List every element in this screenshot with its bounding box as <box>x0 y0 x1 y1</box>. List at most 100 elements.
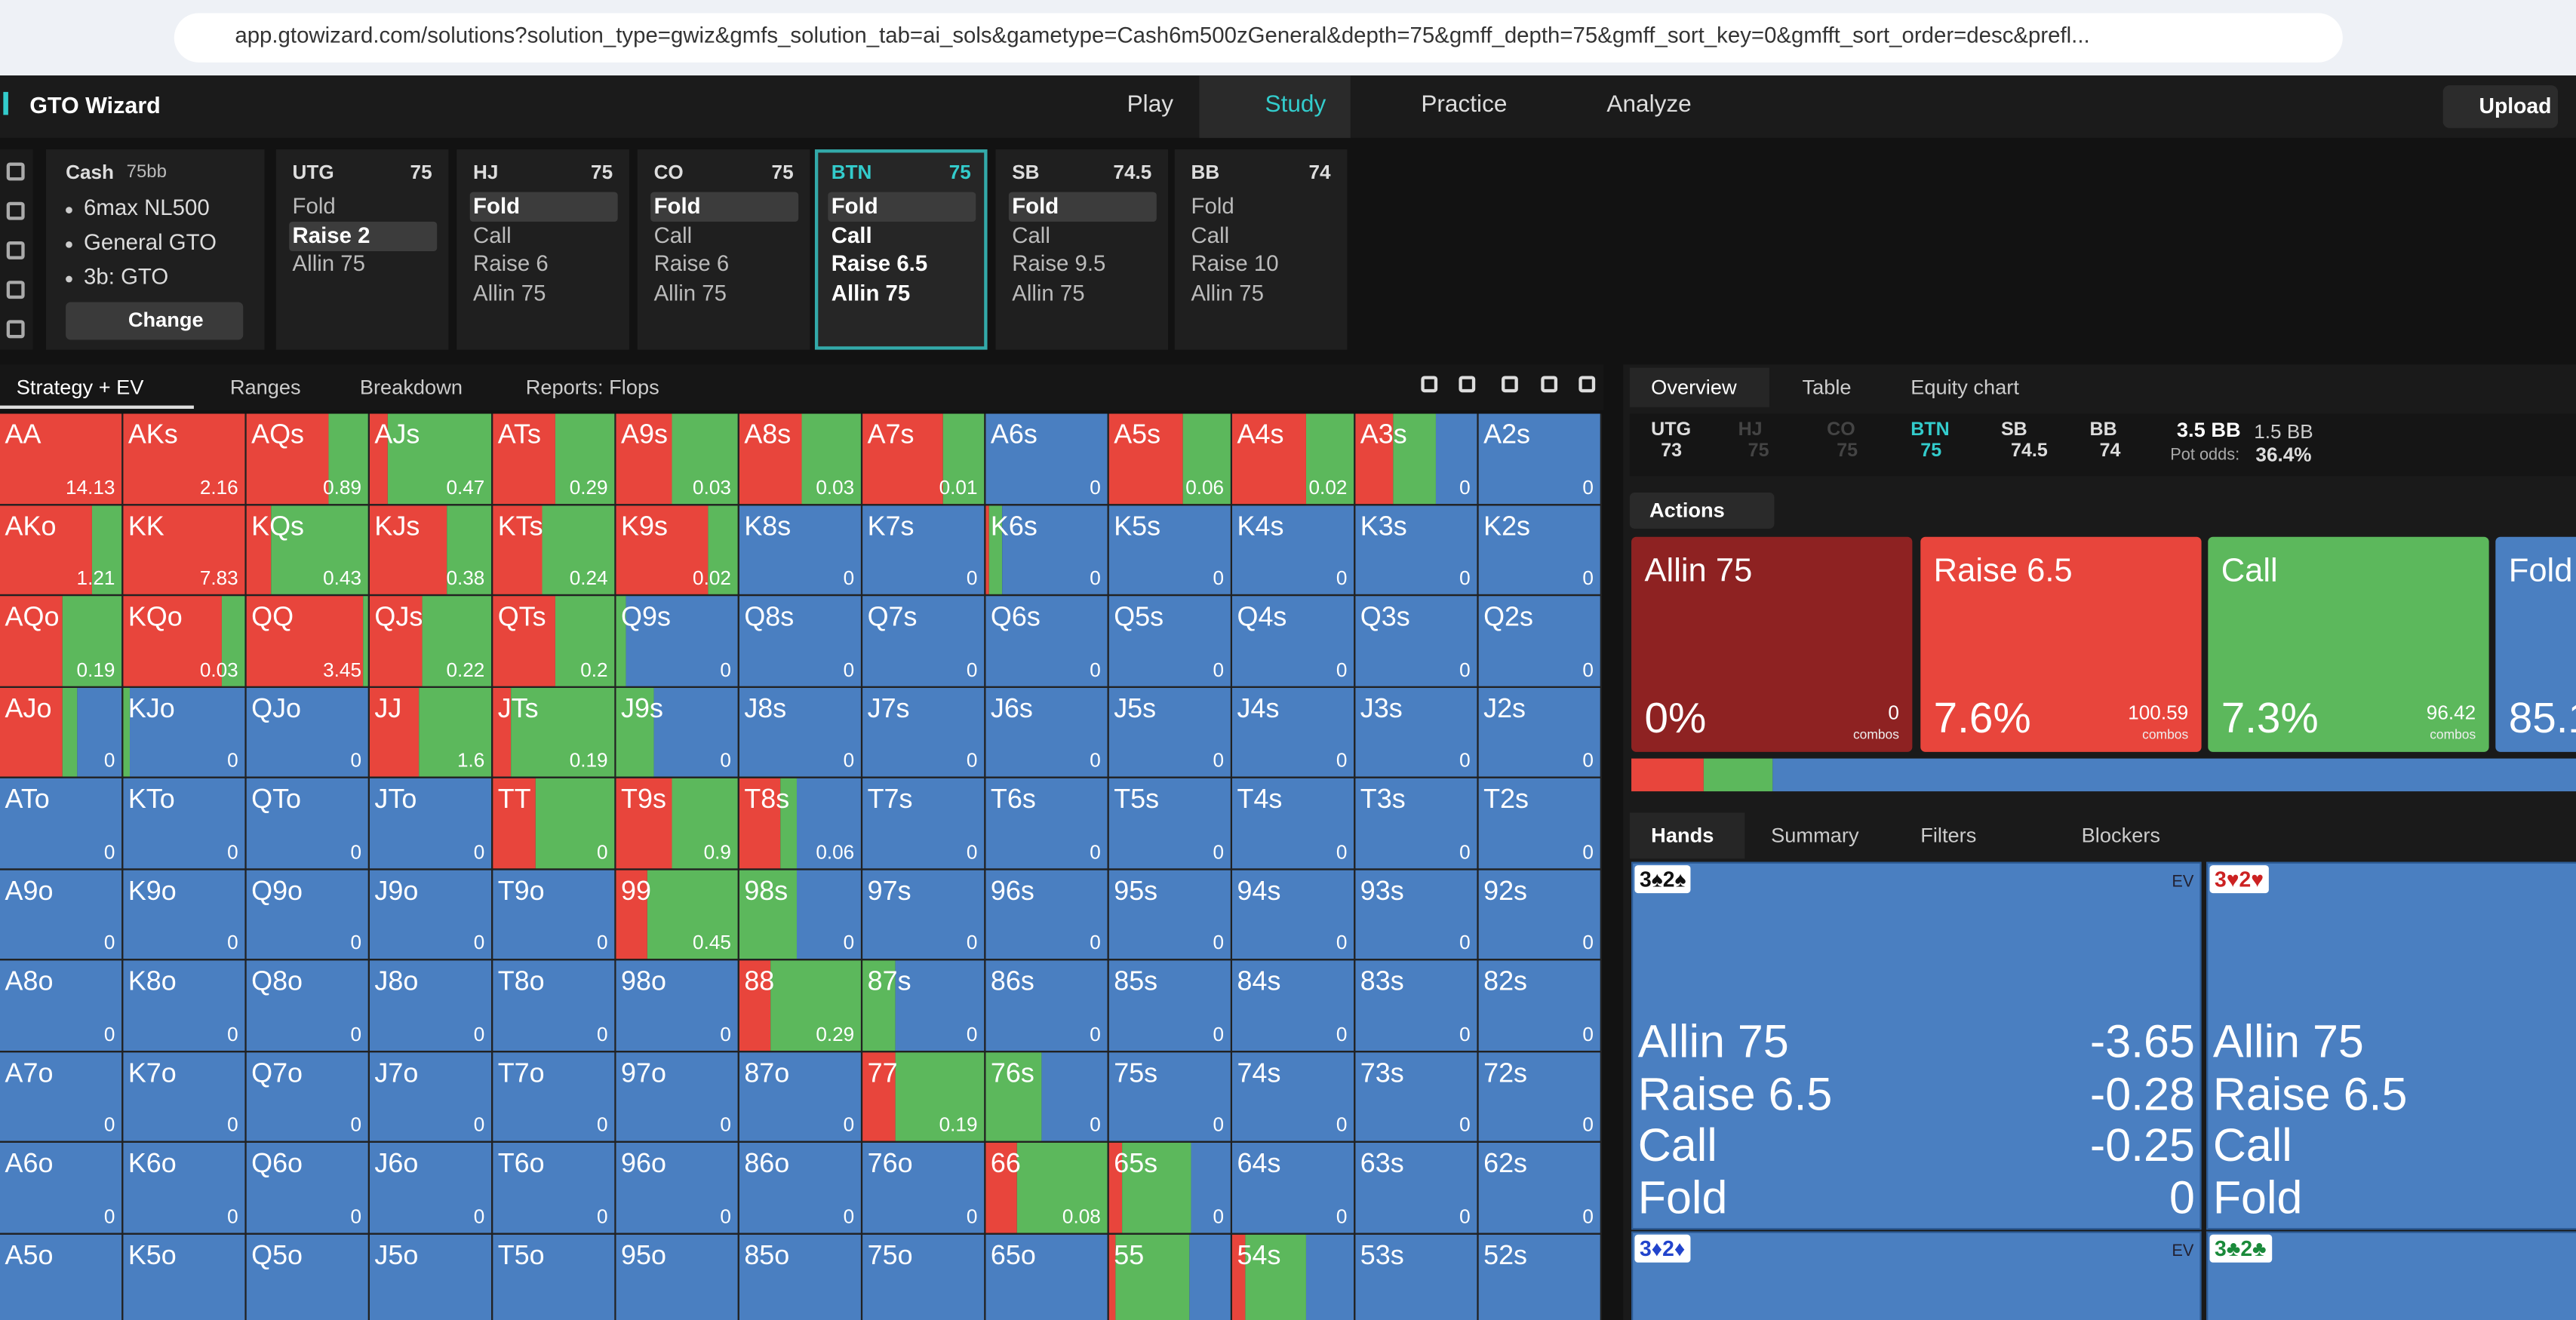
sidebar-icon[interactable] <box>6 162 25 181</box>
hand-cell[interactable]: 93s 0 <box>1355 869 1479 961</box>
grid-tab[interactable]: Ranges <box>229 376 301 399</box>
view-icon[interactable] <box>1578 376 1596 393</box>
hand-cell[interactable]: JJ 1.6 <box>369 686 493 778</box>
hand-cell[interactable]: ATo 0 <box>0 778 124 870</box>
position-action[interactable]: Call <box>831 223 872 247</box>
position-action[interactable]: Fold <box>1191 193 1234 219</box>
position-action[interactable]: Raise 6.5 <box>831 251 928 277</box>
hand-cell[interactable]: J5o <box>369 1233 493 1320</box>
position-action[interactable]: Fold <box>653 193 701 219</box>
hand-cell[interactable]: 53s <box>1355 1233 1479 1320</box>
hand-cell[interactable]: Q5o <box>246 1233 370 1320</box>
hand-cell[interactable]: A7s 0.01 <box>862 413 986 505</box>
hand-cell[interactable]: K8s 0 <box>739 505 863 597</box>
hand-cell[interactable]: K8o 0 <box>123 960 247 1052</box>
hand-cell[interactable]: K9s 0.02 <box>616 505 739 597</box>
position-action[interactable]: Raise 6 <box>653 251 730 277</box>
right-tab[interactable]: Overview <box>1651 376 1737 399</box>
hand-cell[interactable]: 75s 0 <box>1108 1051 1232 1143</box>
position-card[interactable] <box>637 149 810 350</box>
position-action[interactable]: Call <box>653 223 693 247</box>
sidebar-icon[interactable] <box>6 320 25 339</box>
hand-cell[interactable]: A9o 0 <box>0 869 124 961</box>
hand-cell[interactable]: 65o <box>985 1233 1109 1320</box>
hand-cell[interactable]: T6o 0 <box>493 1142 616 1234</box>
hand-cell[interactable]: 96o 0 <box>616 1142 739 1234</box>
hand-cell[interactable]: 99 0.45 <box>616 869 739 961</box>
right-tab[interactable]: Table <box>1802 376 1852 399</box>
hand-cell[interactable]: AA 14.13 <box>0 413 124 505</box>
hand-cell[interactable]: AKs 2.16 <box>123 413 247 505</box>
hand-cell[interactable]: 73s 0 <box>1355 1051 1479 1143</box>
hand-cell[interactable]: 63s 0 <box>1355 1142 1479 1234</box>
hand-cell[interactable]: A7o 0 <box>0 1051 124 1143</box>
hand-cell[interactable]: KJs 0.38 <box>369 505 493 597</box>
hand-cell[interactable]: A5s 0.06 <box>1108 413 1232 505</box>
grid-tab[interactable]: Reports: Flops <box>525 376 659 399</box>
hand-cell[interactable]: AJo 0 <box>0 686 124 778</box>
hand-cell[interactable]: J8s 0 <box>739 686 863 778</box>
hand-cell[interactable]: Q2s 0 <box>1478 596 1602 687</box>
hand-cell[interactable]: 75o <box>862 1233 986 1320</box>
hand-cell[interactable]: KTo 0 <box>123 778 247 870</box>
hand-cell[interactable]: J6o 0 <box>369 1142 493 1234</box>
position-action[interactable]: Allin 75 <box>473 281 546 306</box>
hand-cell[interactable]: AKo 1.21 <box>0 505 124 597</box>
hand-cell[interactable]: J5s 0 <box>1108 686 1232 778</box>
hand-cell[interactable]: 86o 0 <box>739 1142 863 1234</box>
hand-card[interactable] <box>1631 1231 2202 1320</box>
url-field[interactable] <box>174 13 2343 63</box>
position-action[interactable]: Allin 75 <box>1012 281 1085 306</box>
position-action[interactable]: Raise 9.5 <box>1012 251 1106 277</box>
hand-cell[interactable]: T8s 0.06 <box>739 778 863 870</box>
position-card[interactable] <box>814 149 988 350</box>
hand-cell[interactable]: 83s 0 <box>1355 960 1479 1052</box>
hand-cell[interactable]: A8s 0.03 <box>739 413 863 505</box>
hand-cell[interactable]: 98s 0 <box>739 869 863 961</box>
hand-cell[interactable]: A8o 0 <box>0 960 124 1052</box>
hand-cell[interactable]: K2s 0 <box>1478 505 1602 597</box>
position-card[interactable] <box>1174 149 1348 350</box>
hand-cell[interactable]: T9o 0 <box>493 869 616 961</box>
hand-cell[interactable]: A3s 0 <box>1355 413 1479 505</box>
hand-cell[interactable]: AJs 0.47 <box>369 413 493 505</box>
hand-cell[interactable]: 97o 0 <box>616 1051 739 1143</box>
hand-cell[interactable]: Q9s 0 <box>616 596 739 687</box>
hand-cell[interactable]: 88 0.29 <box>739 960 863 1052</box>
position-action[interactable]: Fold <box>473 193 521 219</box>
hand-cell[interactable]: J9s 0 <box>616 686 739 778</box>
action-card[interactable] <box>2208 536 2489 752</box>
hand-cell[interactable]: QTo 0 <box>246 778 370 870</box>
nav-item[interactable]: Play <box>1127 91 1174 118</box>
view-icon[interactable] <box>1421 376 1438 393</box>
hand-cell[interactable]: 87s 0 <box>862 960 986 1052</box>
position-action[interactable]: Fold <box>1012 193 1059 219</box>
action-card[interactable] <box>1631 536 1913 752</box>
hand-cell[interactable]: J6s 0 <box>985 686 1109 778</box>
hand-cell[interactable]: 76o 0 <box>862 1142 986 1234</box>
hand-cell[interactable]: T9s 0.9 <box>616 778 739 870</box>
hand-cell[interactable]: KTs 0.24 <box>493 505 616 597</box>
hand-cell[interactable]: T2s 0 <box>1478 778 1602 870</box>
hand-cell[interactable]: ATs 0.29 <box>493 413 616 505</box>
position-action[interactable]: Fold <box>831 193 878 219</box>
hand-cell[interactable]: AQo 0.19 <box>0 596 124 687</box>
nav-item[interactable]: Practice <box>1421 91 1508 118</box>
hand-cell[interactable]: Q6s 0 <box>985 596 1109 687</box>
nav-item[interactable]: Study <box>1265 91 1326 118</box>
hand-cell[interactable]: Q6o 0 <box>246 1142 370 1234</box>
hand-cell[interactable]: Q7o 0 <box>246 1051 370 1143</box>
hand-cell[interactable]: T7s 0 <box>862 778 986 870</box>
hand-cell[interactable]: 98o 0 <box>616 960 739 1052</box>
hand-cell[interactable]: 95o <box>616 1233 739 1320</box>
hand-cell[interactable]: JTo 0 <box>369 778 493 870</box>
hand-card[interactable] <box>2206 861 2576 1230</box>
position-action[interactable]: Fold <box>292 193 336 219</box>
position-action[interactable]: Raise 6 <box>473 251 549 277</box>
action-card[interactable] <box>2495 536 2576 752</box>
position-action[interactable]: Allin 75 <box>292 251 365 277</box>
sidebar-icon[interactable] <box>6 201 25 220</box>
hand-cell[interactable]: 76s 0 <box>985 1051 1109 1143</box>
sidebar-icon[interactable] <box>6 241 25 259</box>
hand-cell[interactable]: K7s 0 <box>862 505 986 597</box>
